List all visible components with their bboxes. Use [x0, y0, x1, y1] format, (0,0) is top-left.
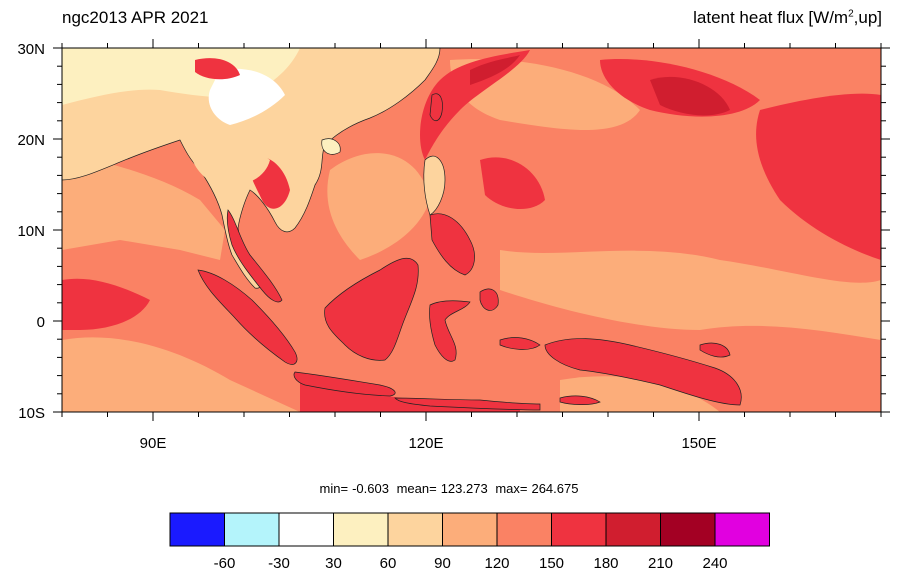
land-lesser-sunda — [394, 397, 541, 411]
colorbar-tick-label: 90 — [434, 555, 451, 572]
colorbar-tick-label: 120 — [484, 555, 509, 572]
ocean-high-east-pacific — [756, 93, 881, 260]
land-asia-warm-south — [190, 144, 270, 187]
land-visayas-mindanao — [429, 213, 475, 276]
map-axes — [53, 39, 890, 421]
ocean-peak-kuroshio — [470, 55, 520, 85]
colorbar-tick-label: 180 — [593, 555, 618, 572]
colorbar-swatch — [605, 512, 661, 547]
land-luzon — [423, 155, 446, 216]
lat-label-20n: 20N — [17, 132, 45, 149]
ocean-high-kuroshio — [420, 50, 530, 160]
colorbar-tick-label: -30 — [268, 555, 290, 572]
lon-label-90e: 90E — [140, 435, 167, 452]
colorbar-swatch — [714, 512, 770, 547]
land-seram — [499, 337, 541, 350]
land-asia-hot-a — [195, 58, 240, 80]
stats-line: min= -0.603 mean= 123.273 max= 264.675 — [0, 481, 902, 496]
land-borneo — [324, 257, 419, 361]
colorbar-tick-label: 150 — [539, 555, 564, 572]
lat-label-eq: 0 — [37, 314, 45, 331]
land-java — [293, 371, 396, 397]
stats-max-label: max= — [495, 481, 528, 496]
land-malay-peninsula — [226, 209, 283, 303]
land-taiwan — [429, 93, 443, 121]
colorbar-swatch — [496, 512, 552, 547]
map-field — [62, 48, 881, 412]
colorbar-swatch — [224, 512, 280, 547]
ocean-high-philippine — [480, 157, 545, 210]
stats-min-label: min= — [319, 481, 349, 496]
ocean-light-indian-south — [62, 337, 300, 412]
variable-title-sup: 2 — [848, 8, 854, 20]
lat-label-10s: 10S — [18, 405, 45, 422]
land-timor — [559, 395, 601, 405]
colorbar-tick-label: 210 — [648, 555, 673, 572]
variable-title-suffix: ,up] — [853, 8, 882, 27]
land-new-britain — [699, 342, 731, 358]
colorbar-swatch — [278, 512, 334, 547]
stats-min-value: -0.603 — [352, 481, 389, 496]
variable-title: latent heat flux [W/m2,up] — [693, 8, 882, 28]
stats-mean-label: mean= — [396, 481, 437, 496]
land-hainan — [321, 138, 341, 155]
lat-label-30n: 30N — [17, 41, 45, 58]
colorbar-tick-label: 240 — [702, 555, 727, 572]
lon-label-120e: 120E — [408, 435, 443, 452]
colorbar-swatch — [551, 512, 607, 547]
colorbar-swatch — [660, 512, 716, 547]
ocean-peak-north — [650, 76, 730, 116]
ocean-light-south-china-sea — [327, 153, 430, 260]
land-sumatra — [197, 269, 298, 365]
colorbar-swatch — [169, 512, 225, 547]
colorbar-swatch — [442, 512, 498, 547]
stats-max-value: 264.675 — [531, 481, 579, 496]
lon-label-150e: 150E — [681, 435, 716, 452]
land-halmahera — [479, 288, 499, 311]
colorbar-tick-label: -60 — [214, 555, 236, 572]
lat-label-10n: 10N — [17, 223, 45, 240]
variable-title-prefix: latent heat flux [W/m — [693, 8, 849, 27]
ocean-light-bay-of-bengal — [62, 150, 225, 260]
map-title: ngc2013 APR 2021 — [62, 8, 209, 27]
stats-mean-value: 123.273 — [440, 481, 488, 496]
colorbar-swatch — [333, 512, 389, 547]
land-asia-white — [208, 68, 285, 125]
colorbar-tick-label: 60 — [380, 555, 397, 572]
ocean-light-arafura — [560, 376, 720, 412]
land-sulawesi — [429, 300, 471, 362]
colorbar-tick-label: 30 — [325, 555, 342, 572]
colorbar-swatch — [387, 512, 443, 547]
ocean-high-indian-west — [62, 278, 150, 330]
ocean-light-pacific-equator — [500, 250, 881, 340]
land-new-guinea — [544, 338, 742, 406]
